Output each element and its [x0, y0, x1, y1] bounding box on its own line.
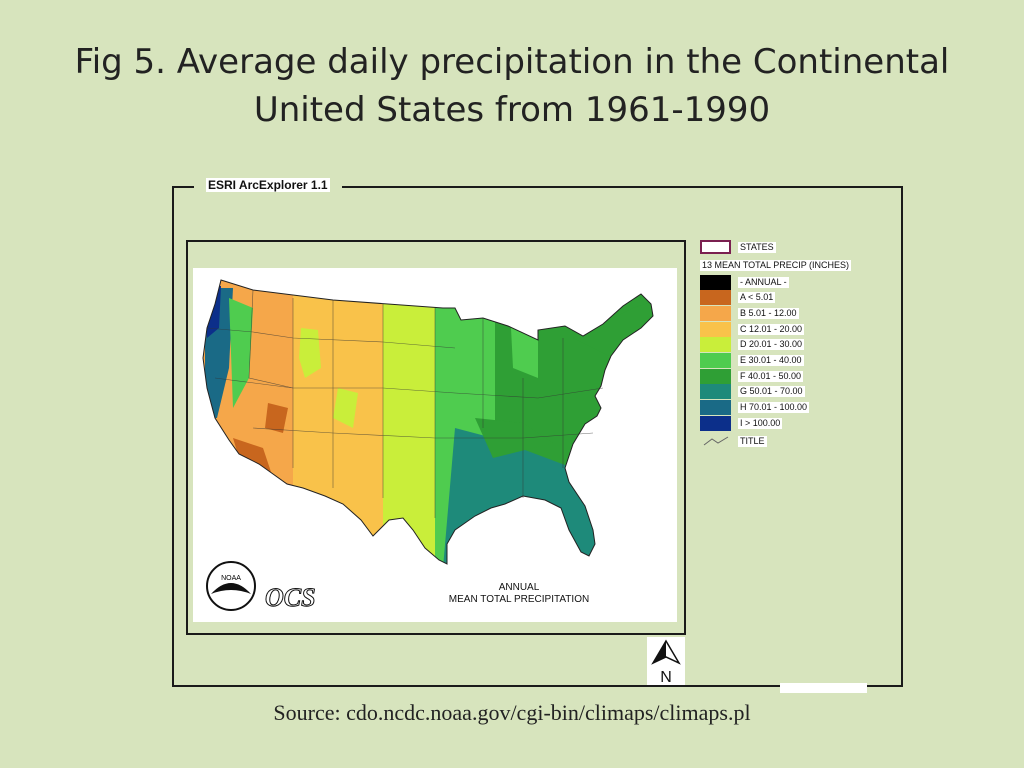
legend-item[interactable]: F 40.01 - 50.00	[700, 368, 804, 384]
scale-bar	[780, 683, 867, 693]
legend-swatch	[700, 384, 731, 400]
states-swatch-icon	[700, 240, 731, 254]
legend-item-label: H 70.01 - 100.00	[738, 402, 810, 414]
legend-item[interactable]: E 30.01 - 40.00	[700, 353, 804, 368]
legend-swatch	[700, 321, 731, 337]
ocs-logo: OCS	[265, 583, 316, 612]
north-arrow-label: N	[660, 669, 672, 685]
legend-swatch	[700, 415, 731, 431]
app-name: ESRI ArcExplorer 1.1	[206, 178, 330, 192]
legend-item-label: F 40.01 - 50.00	[738, 370, 804, 382]
zone-d	[383, 280, 435, 564]
legend-item-label: E 30.01 - 40.00	[738, 355, 804, 366]
arcexplorer-window-frame	[172, 186, 903, 687]
legend-item[interactable]: A < 5.01	[700, 290, 776, 306]
zone-d-colorado	[333, 388, 358, 428]
legend-swatch	[700, 305, 731, 321]
arcexplorer-window-label: ESRI ArcExplorer 1.1	[194, 178, 342, 192]
noaa-logo: NOAA	[206, 561, 256, 611]
zone-e-michigan	[511, 328, 538, 378]
legend-item-label: - ANNUAL -	[738, 276, 789, 288]
legend-item[interactable]: - ANNUAL -	[700, 274, 789, 290]
legend-swatch	[700, 353, 731, 368]
legend-layer-title: 13 MEAN TOTAL PRECIP (INCHES)	[700, 259, 852, 271]
legend-item[interactable]: B 5.01 - 12.00	[700, 305, 799, 321]
map-caption-line1: ANNUAL	[499, 582, 540, 593]
legend-item[interactable]: I > 100.00	[700, 415, 783, 431]
legend-item[interactable]: H 70.01 - 100.00	[700, 400, 810, 416]
zone-d-rockies	[299, 328, 321, 378]
zone-a-nevada	[265, 403, 288, 433]
us-outline	[202, 279, 654, 565]
legend-swatch	[700, 274, 731, 290]
legend-item-label: I > 100.00	[738, 417, 783, 429]
legend-item-label: B 5.01 - 12.00	[738, 307, 799, 319]
noaa-logo-text: NOAA	[221, 575, 241, 582]
legend-swatch	[700, 400, 731, 416]
source-citation: Source: cdo.ncdc.noaa.gov/cgi-bin/climap…	[273, 700, 751, 725]
legend-layer-title-row[interactable]: 13 MEAN TOTAL PRECIP (INCHES)	[700, 258, 852, 272]
legend-swatch	[700, 368, 731, 384]
legend-item-label: D 20.01 - 30.00	[738, 339, 805, 351]
title-line-icon	[703, 436, 729, 446]
precipitation-map[interactable]: NOAA OCS ANNUAL MEAN TOTAL PRECIPITATION	[193, 268, 677, 622]
slide-title: Fig 5. Average daily precipitation in th…	[74, 42, 950, 130]
legend-title-row[interactable]: TITLE	[700, 434, 767, 448]
legend-item[interactable]: D 20.01 - 30.00	[700, 337, 805, 353]
map-panel	[186, 240, 686, 635]
legend-title-item-label: TITLE	[738, 435, 767, 447]
legend-item-label: C 12.01 - 20.00	[738, 323, 805, 335]
state-boundaries	[206, 289, 604, 518]
legend-states-label: STATES	[738, 241, 776, 253]
legend-item-label: G 50.01 - 70.00	[738, 386, 805, 398]
legend-item[interactable]: G 50.01 - 70.00	[700, 384, 805, 400]
map-caption-line2: MEAN TOTAL PRECIPITATION	[449, 594, 589, 605]
north-arrow: N	[647, 637, 685, 686]
legend-item-label: A < 5.01	[738, 292, 776, 304]
legend-states-row[interactable]: STATES	[700, 240, 776, 254]
legend-item[interactable]: C 12.01 - 20.00	[700, 321, 805, 337]
legend-swatch	[700, 290, 731, 306]
legend-swatch	[700, 337, 731, 353]
